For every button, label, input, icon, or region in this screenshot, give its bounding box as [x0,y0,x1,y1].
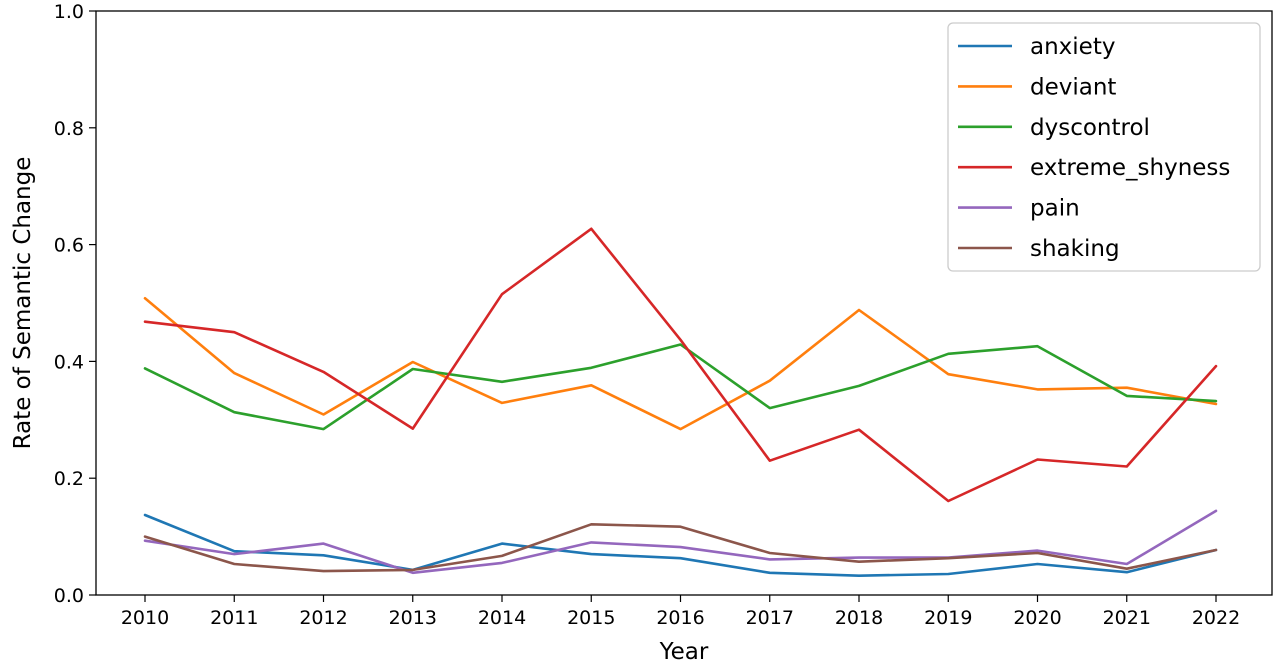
legend-label: deviant [1030,74,1116,100]
x-tick-label: 2011 [210,607,258,629]
y-tick-label: 0.8 [54,118,84,140]
y-tick-label: 0.6 [54,235,84,257]
axis-ticks: 2010 2011 2012 2013 2014 2015 2016 2017 2018 2019… [54,1,1240,629]
y-tick-label: 0.2 [54,468,84,490]
legend-label: shaking [1030,236,1120,262]
series-line-anxiety [143,513,1218,578]
series-line-shaking [143,522,1218,573]
x-tick-label: 2015 [567,607,615,629]
y-tick-label: 0.0 [54,585,84,607]
x-tick-label: 2012 [299,607,347,629]
x-tick-label: 2016 [656,607,704,629]
series-line-extreme-shyness [143,227,1218,503]
x-tick-label: 2010 [121,607,169,629]
y-axis-title: Rate of Semantic Change [10,157,36,450]
y-tick-label: 1.0 [54,1,84,23]
series-line-dyscontrol [143,343,1218,431]
x-tick-label: 2014 [478,607,526,629]
x-tick-label: 2022 [1192,607,1240,629]
legend: anxiety deviant dyscontrol extreme_shynessp… [947,22,1261,272]
legend-label: dyscontrol [1030,115,1150,141]
x-tick-label: 2019 [924,607,972,629]
series-line-deviant [143,296,1218,431]
legend-label: extreme_shyness [1030,155,1230,181]
y-tick-label: 0.4 [54,351,84,373]
x-tick-label: 2021 [1103,607,1151,629]
series-line-pain [143,509,1218,575]
legend-label: pain [1030,196,1080,222]
x-tick-label: 2017 [746,607,794,629]
x-tick-label: 2020 [1013,607,1061,629]
x-tick-label: 2018 [835,607,883,629]
x-axis-title: Year [659,639,709,665]
series-lines [143,227,1218,578]
legend-label: anxiety [1030,34,1115,60]
x-tick-label: 2013 [389,607,437,629]
legend-box [947,22,1261,272]
